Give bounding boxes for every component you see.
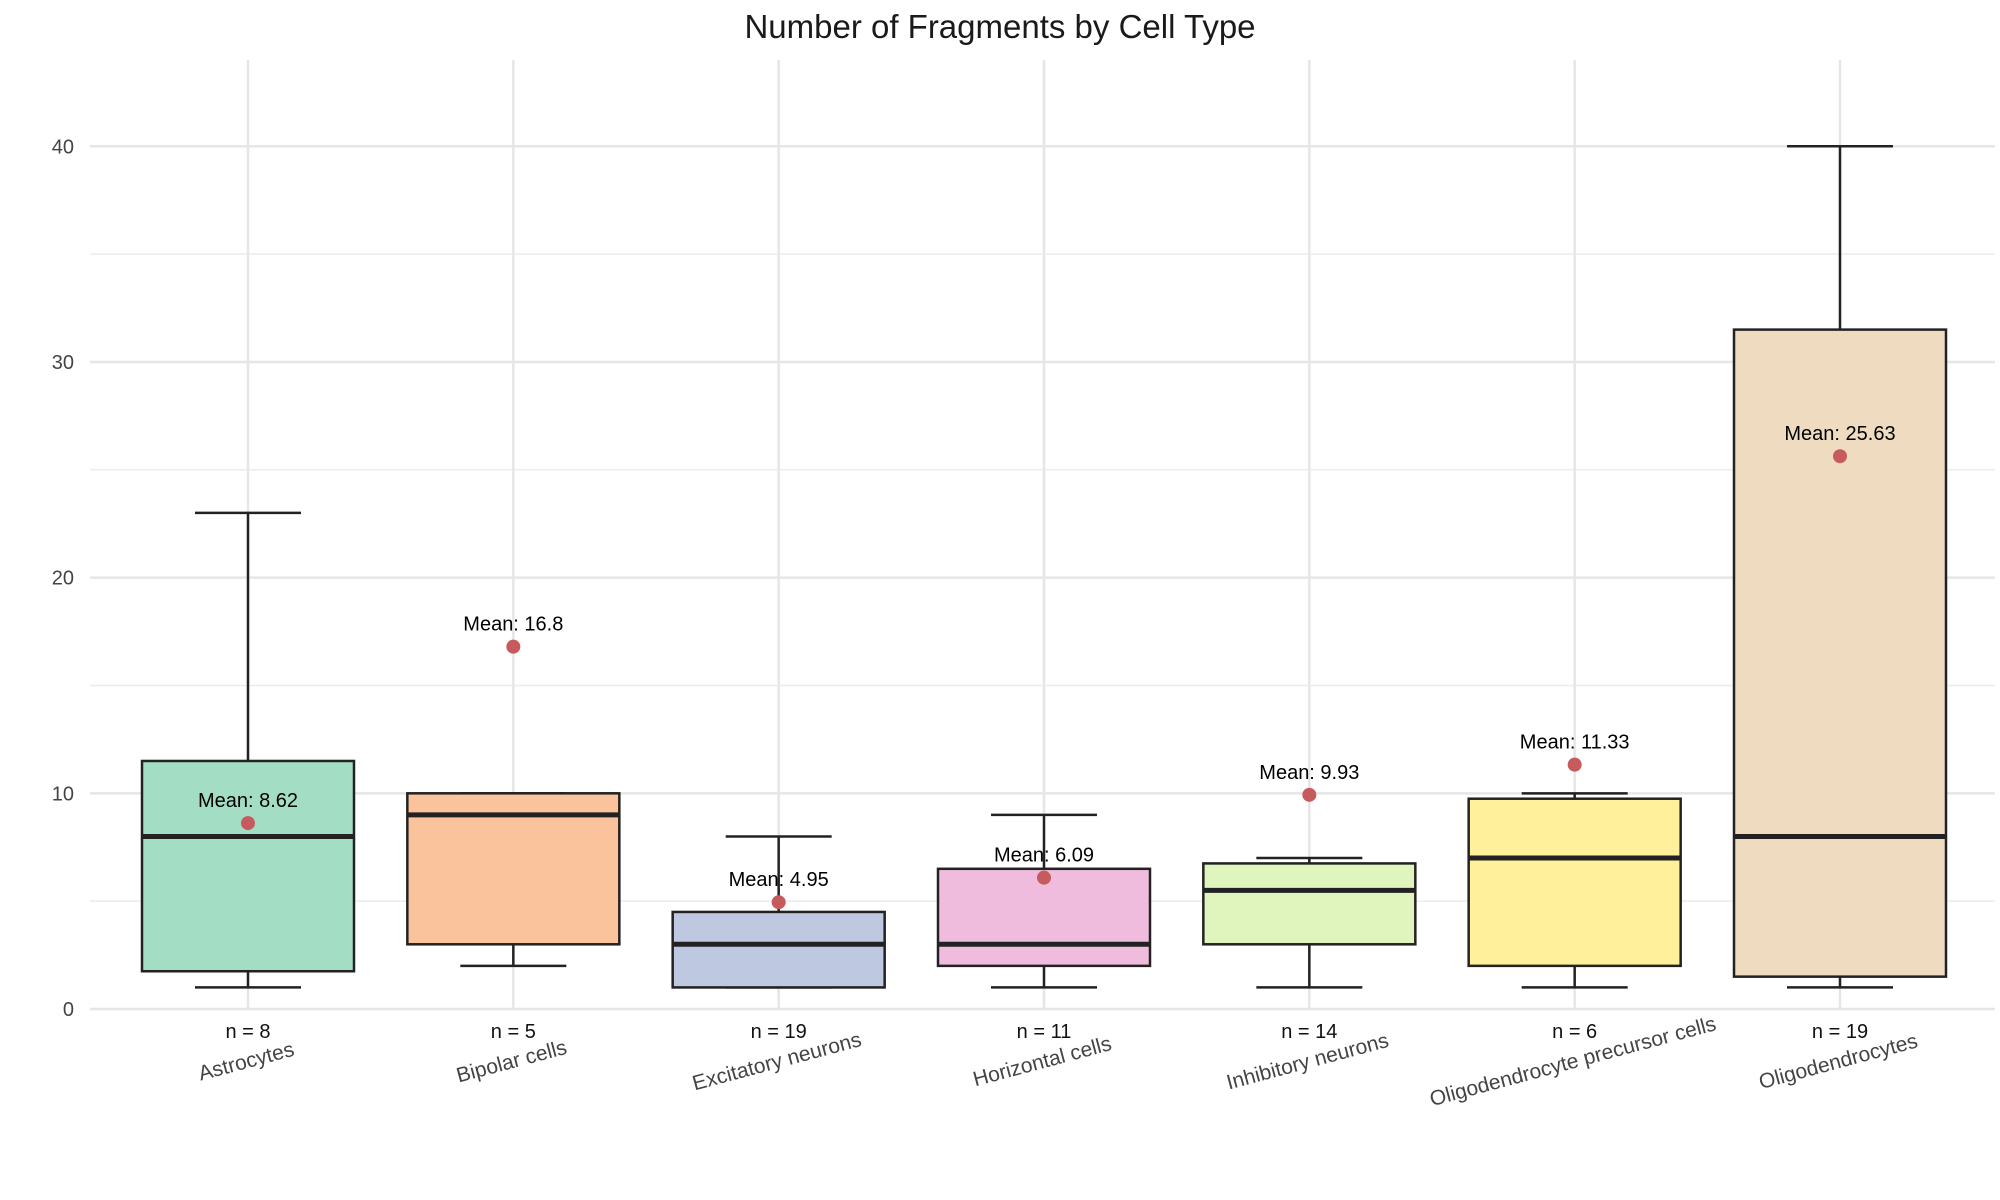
box xyxy=(671,910,886,989)
x-tick-label: Bipolar cells xyxy=(454,1036,569,1088)
n-label: n = 6 xyxy=(1552,1021,1597,1043)
mean-marker xyxy=(1302,787,1317,802)
mean-marker xyxy=(1037,870,1051,885)
n-label: n = 19 xyxy=(1812,1021,1868,1043)
box xyxy=(1467,797,1682,968)
mean-label: Mean: 11.33 xyxy=(1520,732,1630,754)
mean-marker xyxy=(1567,757,1582,772)
box-group: Mean: 9.93 n = 14 xyxy=(1202,762,1417,1043)
mean-label: Mean: 6.09 xyxy=(994,845,1094,867)
chart-title: Number of Fragments by Cell Type xyxy=(744,8,1256,45)
box-group: Mean: 25.63 n = 19 xyxy=(1732,145,1948,1043)
box-group: Mean: 11.33 n = 6 xyxy=(1467,732,1682,1043)
y-tick-label: 10 xyxy=(52,783,74,805)
box xyxy=(1732,328,1948,978)
box-group: Mean: 16.8 n = 5 xyxy=(406,614,621,1043)
mean-label: Mean: 9.93 xyxy=(1259,762,1359,784)
mean-label: Mean: 4.95 xyxy=(729,869,829,891)
box xyxy=(406,792,621,946)
x-tick-label: Astrocytes xyxy=(196,1038,297,1086)
box-group: Mean: 4.95 n = 19 xyxy=(671,835,886,1043)
mean-marker xyxy=(506,639,521,654)
box xyxy=(936,867,1152,968)
box-group: Mean: 8.62 n = 8 xyxy=(140,511,356,1043)
box xyxy=(1202,862,1417,946)
y-tick-label: 20 xyxy=(52,568,74,590)
y-tick-label: 40 xyxy=(52,136,74,158)
n-label: n = 5 xyxy=(491,1021,536,1043)
mean-marker xyxy=(1833,449,1847,464)
box-group: Mean: 6.09 n = 11 xyxy=(936,813,1152,1043)
mean-label: Mean: 25.63 xyxy=(1784,423,1895,445)
mean-marker xyxy=(241,816,255,831)
n-label: n = 19 xyxy=(751,1021,807,1043)
y-tick-label: 30 xyxy=(52,352,74,374)
box-series: Mean: 8.62 n = 8 Mean: 16.8 n = 5 Mean: 4.95… xyxy=(140,145,1948,1043)
y-tick-label: 0 xyxy=(63,999,74,1021)
mean-label: Mean: 16.8 xyxy=(463,614,563,636)
n-label: n = 14 xyxy=(1281,1021,1337,1043)
n-label: n = 8 xyxy=(225,1021,270,1043)
mean-label: Mean: 8.62 xyxy=(198,790,298,812)
box xyxy=(140,759,356,973)
n-label: n = 11 xyxy=(1017,1021,1072,1043)
y-axis-ticks: 0 10 20 30 40 xyxy=(52,136,74,1021)
mean-marker xyxy=(771,895,786,910)
